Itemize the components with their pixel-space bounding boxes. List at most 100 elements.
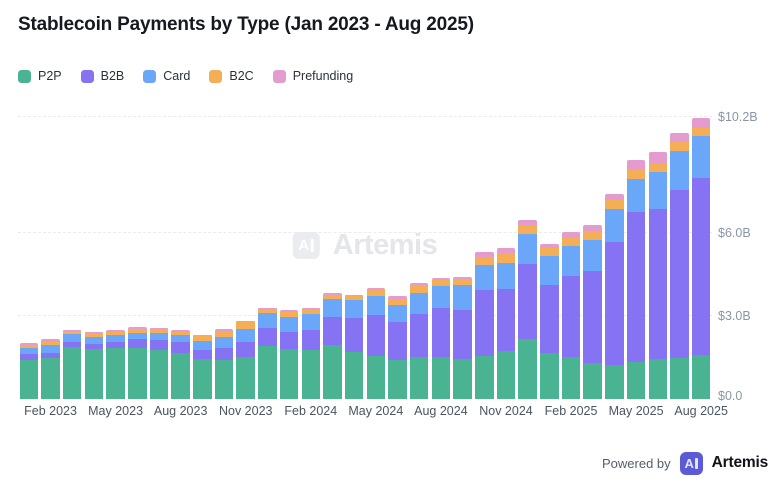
bar-may-2023[interactable] [106,330,125,399]
bar-mar-2025[interactable] [583,225,602,399]
legend-swatch-icon [272,69,286,83]
bar-aug-2024[interactable] [431,277,451,399]
legend-item-prefunding[interactable]: Prefunding [272,69,354,83]
segment-b2b [626,211,646,362]
segment-prefunding [106,330,125,332]
segment-p2p [453,359,472,399]
segment-card [214,337,234,349]
x-tick-label: May 2025 [608,404,664,418]
bar-sep-2023[interactable] [193,334,212,399]
segment-prefunding [171,330,190,332]
artemis-watermark: A Artemis [292,229,438,262]
segment-b2c [409,284,429,293]
bar-jan-2023[interactable] [19,343,39,399]
bar-jun-2025[interactable] [648,152,668,399]
bar-feb-2024[interactable] [301,307,321,399]
segment-b2b [561,275,581,358]
segment-b2c [19,345,39,348]
segment-prefunding [214,329,234,331]
segment-prefunding [258,307,277,310]
x-tick-label: Feb 2024 [284,404,338,418]
segment-p2p [84,348,104,399]
bar-aug-2025[interactable] [691,117,711,399]
segment-prefunding [648,152,668,164]
bar-jun-2023[interactable] [128,327,147,399]
bar-sep-2024[interactable] [453,276,472,399]
legend-item-card[interactable]: Card [143,69,190,83]
bar-apr-2025[interactable] [605,193,624,399]
bar-may-2025[interactable] [626,159,646,399]
artemis-brand-link[interactable]: Artemis [711,454,769,471]
segment-prefunding [344,294,364,296]
x-tick-label: Aug 2024 [414,404,468,418]
y-tick-label: $3.0B [718,309,751,324]
chart-legend: P2P B2B Card B2C Prefunding [18,69,353,83]
segment-b2c [648,163,668,172]
artemis-logo-icon: A [292,232,320,259]
legend-label: B2B [100,69,125,83]
bar-nov-2023[interactable] [236,321,255,399]
segment-b2b [691,178,711,356]
segment-card [236,329,255,342]
bar-aug-2023[interactable] [171,330,190,399]
legend-label: Prefunding [292,69,354,83]
segment-b2c [149,329,169,334]
bar-apr-2023[interactable] [84,332,104,399]
segment-b2c [670,141,689,152]
bar-oct-2024[interactable] [475,252,494,399]
bar-may-2024[interactable] [366,287,386,399]
legend-item-p2p[interactable]: P2P [18,69,62,83]
segment-p2p [670,358,689,399]
segment-card [323,298,342,317]
bar-apr-2024[interactable] [344,294,364,399]
segment-card [605,209,624,242]
legend-label: B2C [229,69,254,83]
bar-jul-2024[interactable] [409,282,429,399]
segment-card [691,135,711,179]
bar-jun-2024[interactable] [388,296,407,399]
segment-b2c [128,328,147,333]
segment-card [518,233,537,264]
segment-b2b [431,308,451,358]
segment-card [344,299,364,319]
segment-b2c [171,331,190,335]
x-tick-label: Nov 2024 [479,404,533,418]
segment-prefunding [561,232,581,239]
segment-p2p [691,355,711,399]
bar-mar-2024[interactable] [323,293,342,399]
bar-feb-2025[interactable] [561,232,581,399]
segment-b2b [258,327,277,347]
segment-prefunding [193,334,212,337]
segment-prefunding [670,133,689,142]
segment-card [193,340,212,350]
bar-jan-2025[interactable] [540,243,559,399]
segment-prefunding [496,248,516,254]
segment-prefunding [62,329,82,332]
bar-nov-2024[interactable] [496,248,516,399]
bar-oct-2023[interactable] [214,329,234,399]
legend-item-b2c[interactable]: B2C [209,69,254,83]
segment-p2p [605,365,624,399]
segment-p2p [583,362,602,399]
artemis-logo-icon[interactable]: A [679,451,703,475]
bar-dec-2024[interactable] [518,219,537,399]
segment-p2p [388,360,407,399]
x-tick-label: May 2023 [88,404,144,418]
bar-jul-2023[interactable] [149,328,169,399]
bar-feb-2023[interactable] [41,339,60,399]
legend-item-b2b[interactable]: B2B [80,69,125,83]
segment-card [149,333,169,340]
segment-b2c [626,170,646,179]
segment-b2b [366,314,386,356]
legend-swatch-icon [80,69,94,83]
segment-p2p [344,351,364,399]
segment-b2c [388,298,407,305]
bar-jul-2025[interactable] [670,133,689,399]
x-tick-label: Aug 2025 [674,404,728,418]
bar-mar-2023[interactable] [62,329,82,399]
bar-jan-2024[interactable] [279,310,299,399]
segment-b2b [41,352,60,359]
segment-prefunding [149,328,169,330]
segment-card [279,317,299,333]
bar-dec-2023[interactable] [258,307,277,399]
